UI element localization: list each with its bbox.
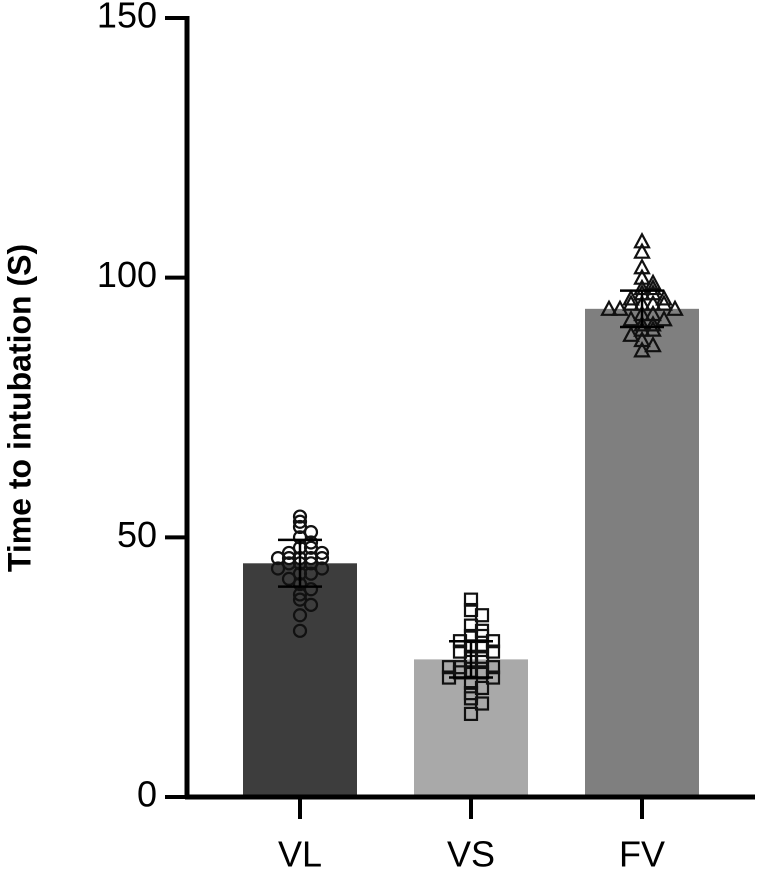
data-point: [622, 325, 640, 342]
data-point: [303, 566, 319, 581]
data-point: [292, 592, 308, 607]
data-point: [633, 320, 651, 337]
data-point: [303, 582, 319, 597]
data-point: [292, 587, 308, 602]
bar: [585, 308, 699, 797]
data-point: [644, 273, 662, 290]
data-point: [633, 315, 651, 332]
y-tick-label: 100: [97, 254, 157, 295]
data-point: [644, 278, 662, 296]
data-point: [463, 706, 479, 722]
data-point: [644, 315, 662, 332]
data-point: [270, 561, 286, 576]
data-point: [655, 289, 673, 306]
data-point: [600, 299, 618, 316]
data-point: [314, 551, 330, 566]
data-point: [292, 608, 308, 623]
data-point: [281, 556, 297, 571]
data-point: [633, 257, 651, 275]
data-point: [270, 551, 286, 566]
data-point: [655, 309, 673, 327]
data-point: [622, 294, 640, 311]
data-point: [303, 597, 319, 612]
data-point: [633, 330, 651, 348]
data-point: [644, 304, 662, 322]
data-point: [281, 571, 297, 586]
data-point: [633, 268, 651, 285]
bar: [243, 563, 357, 797]
data-point: [314, 561, 330, 576]
data-point: [314, 545, 330, 561]
data-point: [633, 231, 651, 249]
data-point: [666, 299, 684, 316]
data-point: [463, 592, 479, 607]
x-tick-label: VS: [447, 834, 495, 874]
data-point: [292, 509, 308, 524]
data-point: [644, 320, 662, 337]
data-point: [633, 242, 651, 259]
data-point: [292, 623, 308, 638]
x-tick-label: VL: [278, 834, 322, 874]
data-point: [474, 608, 490, 623]
bar: [414, 659, 528, 797]
data-point: [655, 294, 673, 311]
y-axis-title: Time to intubation (S): [1, 244, 37, 572]
data-point: [281, 545, 297, 561]
y-tick-label: 150: [97, 0, 157, 36]
data-point: [611, 299, 629, 316]
data-point: [644, 294, 662, 311]
data-point: [303, 540, 319, 555]
data-point: [633, 341, 651, 358]
data-point: [644, 335, 662, 353]
data-point: [622, 289, 640, 306]
data-point: [303, 556, 319, 571]
data-point: [292, 514, 308, 529]
data-point: [292, 519, 308, 535]
y-tick-label: 0: [137, 774, 157, 815]
data-point: [474, 696, 490, 711]
x-tick-label: FV: [619, 834, 665, 874]
data-point: [303, 525, 319, 540]
data-point: [622, 309, 640, 327]
data-point: [644, 283, 662, 301]
data-point: [303, 535, 319, 550]
y-tick-label: 50: [117, 514, 157, 555]
